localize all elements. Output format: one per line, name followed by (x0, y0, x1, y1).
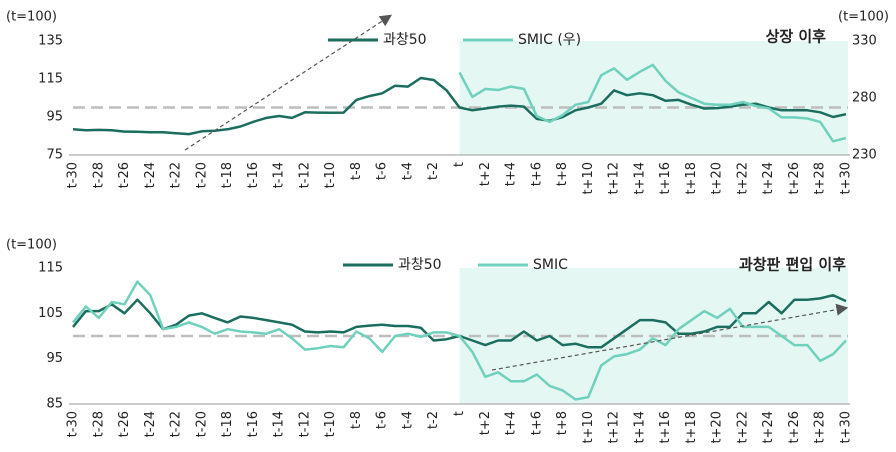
trend-arrow (184, 14, 393, 151)
y-tick-label: 95 (46, 110, 63, 125)
x-tick-label: t+20 (710, 162, 725, 195)
y2-axis-unit: (t=100) (838, 10, 889, 25)
x-tick-label: t+28 (813, 411, 828, 444)
x-tick-label: t+24 (761, 162, 776, 195)
x-tick-label: t-20 (194, 411, 209, 437)
y-tick-label: 115 (38, 72, 63, 87)
x-tick-label: t-10 (323, 411, 338, 437)
y-tick-label: 105 (38, 306, 63, 321)
series-line (458, 63, 847, 143)
x-tick-label: t-26 (117, 411, 132, 437)
y2-tick-label: 330 (852, 34, 877, 49)
x-tick-label: t+18 (684, 162, 699, 195)
x-tick-label: t+12 (607, 411, 622, 444)
y-tick-label: 95 (46, 351, 63, 366)
x-tick-label: t-24 (143, 411, 158, 437)
y2-tick-label: 280 (852, 91, 877, 106)
y-tick-label: 135 (38, 34, 63, 49)
x-tick-label: t-8 (349, 411, 364, 429)
y-tick-label: 75 (46, 148, 63, 163)
y-axis-unit: (t=100) (6, 238, 57, 253)
legend-label: SMIC (우) (518, 32, 581, 48)
x-tick-label: t+8 (555, 411, 570, 435)
x-tick-label: t (452, 411, 467, 416)
x-tick-label: t-26 (117, 162, 132, 188)
x-tick-label: t+22 (735, 162, 750, 195)
x-tick-label: t-30 (66, 411, 81, 437)
x-tick-label: t+28 (813, 162, 828, 195)
x-tick-label: t-18 (220, 162, 235, 188)
trend-arrow (491, 303, 849, 371)
x-tick-label: t-28 (91, 162, 106, 188)
x-tick-label: t+4 (504, 411, 519, 435)
x-tick-label: t+10 (581, 162, 596, 195)
y2-tick-label: 230 (852, 148, 877, 163)
x-tick-label: t-18 (220, 411, 235, 437)
x-tick-label: t+30 (839, 411, 854, 444)
x-tick-label: t-14 (272, 162, 287, 188)
x-tick-label: t-30 (66, 162, 81, 188)
x-tick-label: t-20 (194, 162, 209, 188)
legend-label: SMIC (533, 257, 568, 273)
x-tick-label: t+16 (658, 162, 673, 195)
chart-title: 과창판 편입 이후 (739, 256, 846, 274)
series-line (72, 280, 847, 401)
legend-label: 과창50 (398, 257, 442, 273)
x-tick-label: t-14 (272, 411, 287, 437)
x-tick-label: t-16 (246, 162, 261, 188)
x-tick-label: t-22 (169, 411, 184, 437)
x-tick-label: t-8 (349, 162, 364, 180)
x-tick-label: t-22 (169, 162, 184, 188)
x-tick-label: t+6 (529, 162, 544, 186)
chart-title: 상장 이후 (766, 28, 827, 46)
x-tick-label: t+26 (787, 162, 802, 195)
y-axis-unit: (t=100) (6, 10, 57, 25)
x-tick-label: t-6 (375, 162, 390, 180)
x-tick-label: t-24 (143, 162, 158, 188)
x-tick-label: t+14 (632, 162, 647, 195)
x-tick-label: t+2 (478, 162, 493, 186)
highlight-region (459, 41, 848, 155)
x-tick-label: t (452, 162, 467, 167)
x-tick-label: t-28 (91, 411, 106, 437)
x-tick-label: t+16 (658, 411, 673, 444)
x-tick-label: t-4 (400, 411, 415, 429)
x-tick-label: t-10 (323, 162, 338, 188)
x-tick-label: t-2 (426, 411, 441, 429)
legend-label: 과창50 (383, 32, 427, 48)
x-tick-label: t-12 (297, 162, 312, 188)
x-tick-label: t-2 (426, 162, 441, 180)
x-tick-label: t+4 (504, 162, 519, 186)
x-tick-label: t-6 (375, 411, 390, 429)
x-tick-label: t+2 (478, 411, 493, 435)
x-tick-label: t-4 (400, 162, 415, 180)
x-tick-label: t+20 (710, 411, 725, 444)
x-tick-label: t+24 (761, 411, 776, 444)
x-tick-label: t+18 (684, 411, 699, 444)
x-tick-label: t+10 (581, 411, 596, 444)
x-tick-label: t+6 (529, 411, 544, 435)
series-line (72, 76, 847, 136)
x-tick-label: t+26 (787, 411, 802, 444)
x-tick-label: t-12 (297, 411, 312, 437)
y-tick-label: 115 (38, 261, 63, 276)
x-tick-label: t+14 (632, 411, 647, 444)
x-tick-label: t+12 (607, 162, 622, 195)
x-tick-label: t+8 (555, 162, 570, 186)
x-tick-label: t+30 (839, 162, 854, 195)
x-tick-label: t+22 (735, 411, 750, 444)
x-tick-label: t-16 (246, 411, 261, 437)
y-tick-label: 85 (46, 397, 63, 412)
